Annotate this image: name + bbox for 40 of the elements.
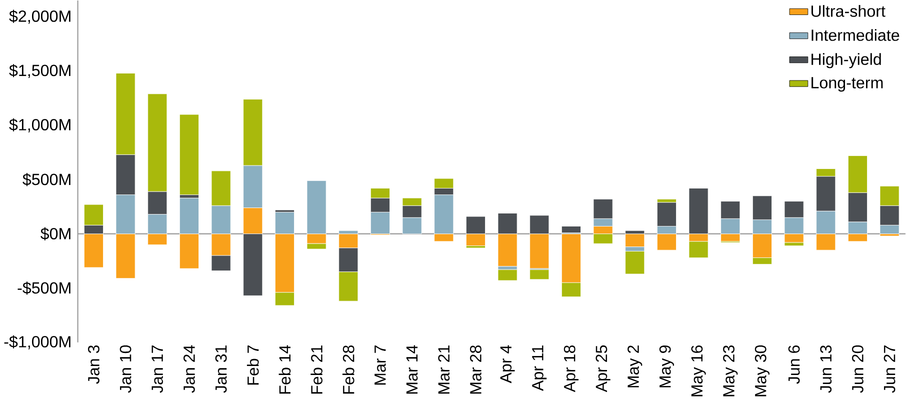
x-tick-label: Jan 24 [184,345,195,393]
y-tick-label: $1,000M [9,118,70,132]
bar [179,114,199,196]
bar [625,234,645,248]
x-tick-label: May 9 [659,346,674,388]
x-tick-label: Jun 20 [852,346,864,393]
x-tick-label: May 2 [628,346,642,388]
y-tick-label: $500M [22,173,70,186]
x-tick-label: Feb 21 [310,346,322,394]
x-tick-label: Mar 7 [374,346,386,385]
legend-label: Intermediate [812,29,900,42]
x-tick-label: Mar 14 [406,345,418,394]
x-tick-label: May 16 [691,346,706,396]
x-tick-label: Apr 11 [532,346,547,392]
y-tick-label: $2,000M [9,10,70,24]
y-tick-label: -$1,000M [4,335,70,350]
x-tick-label: Apr 18 [564,346,579,392]
x-tick-label: Jun 13 [820,346,832,393]
x-tick-label: Apr 4 [500,345,515,384]
x-tick-label: Mar 28 [470,346,482,394]
bar [498,270,518,281]
x-tick-label: Jan 3 [88,346,100,384]
x-tick-label: Mar 21 [438,346,450,394]
x-tick-label: May 30 [754,345,770,396]
x-tick-label: Jan 31 [215,346,227,393]
x-tick-label: May 23 [723,346,738,396]
legend-label: Long-term [812,77,883,92]
x-tick-label: Jun 27 [884,346,896,393]
y-tick-label: -$500M [18,282,70,295]
y-tick-label: $0M [40,227,70,240]
x-tick-label: Feb 7 [246,346,259,385]
legend-label: High-yield [812,53,881,68]
y-tick-label: $1,500M [9,64,70,78]
x-tick-label: Feb 14 [278,345,291,394]
x-tick-label: Jan 10 [120,346,132,393]
legend-label: Ultra-short [811,5,886,18]
x-tick-label: Feb 28 [342,346,354,394]
x-tick-label: Jan 17 [152,346,163,393]
x-tick-label: Apr 25 [596,346,610,392]
x-tick-label: Jun 6 [788,346,800,384]
